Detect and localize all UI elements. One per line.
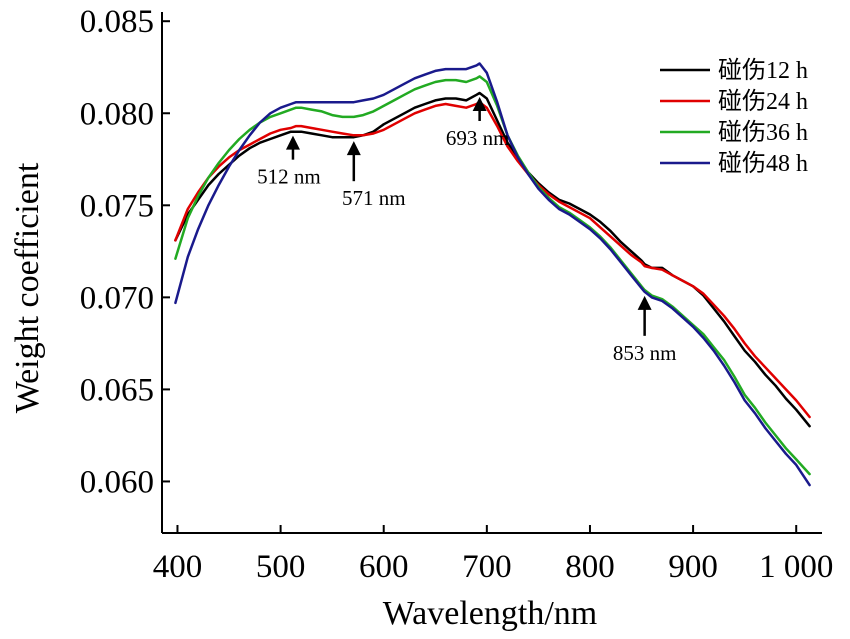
x-tick-label: 500 — [256, 549, 306, 585]
y-axis-title: Weight coefficient — [9, 162, 46, 413]
x-tick-label: 800 — [565, 549, 615, 585]
series-lines — [174, 62, 811, 487]
y-tick-label: 0.060 — [80, 464, 154, 500]
series-line — [174, 100, 811, 419]
annotation-arrow-head — [637, 295, 652, 310]
axes: 0.060 0.065 0.070 0.075 0.080 0.085 400 500 600 7… — [80, 4, 834, 585]
x-tick-label: 600 — [359, 549, 409, 585]
annotation-arrow-head — [285, 135, 300, 150]
legend-label: 碰伤12 h — [718, 57, 808, 84]
x-axis-title: Wavelength/nm — [383, 595, 597, 632]
y-tick-label: 0.080 — [80, 96, 154, 132]
annotation-label: 693 nm — [446, 126, 510, 150]
legend-label: 碰伤36 h — [718, 119, 808, 146]
x-tick-label: 1 000 — [759, 549, 833, 585]
x-tick-label: 700 — [462, 549, 512, 585]
annotation-label: 512 nm — [257, 165, 321, 189]
legend: 碰伤12 h 碰伤24 h 碰伤36 h 碰伤48 h — [660, 57, 808, 177]
y-tick-label: 0.075 — [80, 188, 154, 224]
legend-label: 碰伤48 h — [718, 150, 808, 177]
annotation-label: 853 nm — [613, 341, 677, 365]
annotation-arrow-head — [346, 141, 361, 156]
x-tick-label: 900 — [668, 549, 718, 585]
series-line — [174, 62, 811, 487]
y-tick-label: 0.065 — [80, 372, 154, 408]
x-tick-label: 400 — [153, 549, 203, 585]
annotation-arrow-head — [472, 97, 487, 112]
y-tick-label: 0.085 — [80, 4, 154, 40]
annotation-label: 571 nm — [342, 186, 406, 210]
y-tick-label: 0.070 — [80, 280, 154, 316]
series-line — [174, 75, 811, 476]
legend-label: 碰伤24 h — [718, 88, 808, 115]
annotations: 512 nm 571 nm 693 nm 853 nm — [257, 97, 676, 365]
